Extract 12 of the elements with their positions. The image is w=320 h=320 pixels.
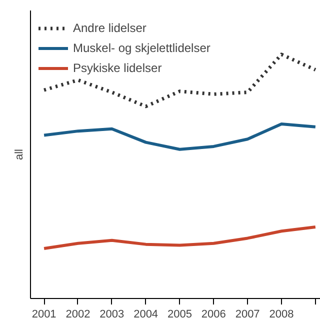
x-tick-label: 2001 xyxy=(32,308,56,320)
x-tick-label: 2007 xyxy=(235,308,260,320)
y-axis-title: all xyxy=(14,148,26,160)
legend-label: Psykiske lidelser xyxy=(73,61,162,75)
legend-label: Andre lidelser xyxy=(73,21,146,35)
x-tick-label: 2002 xyxy=(66,308,90,320)
legend-label: Muskel- og skjelettlidelser xyxy=(73,41,210,55)
x-tick-label: 2003 xyxy=(100,308,124,320)
x-tick-label: 2005 xyxy=(168,308,192,320)
x-tick-label: 2006 xyxy=(201,308,226,320)
x-tick-label: 2004 xyxy=(134,308,158,320)
x-tick-label: 2008 xyxy=(269,308,294,320)
